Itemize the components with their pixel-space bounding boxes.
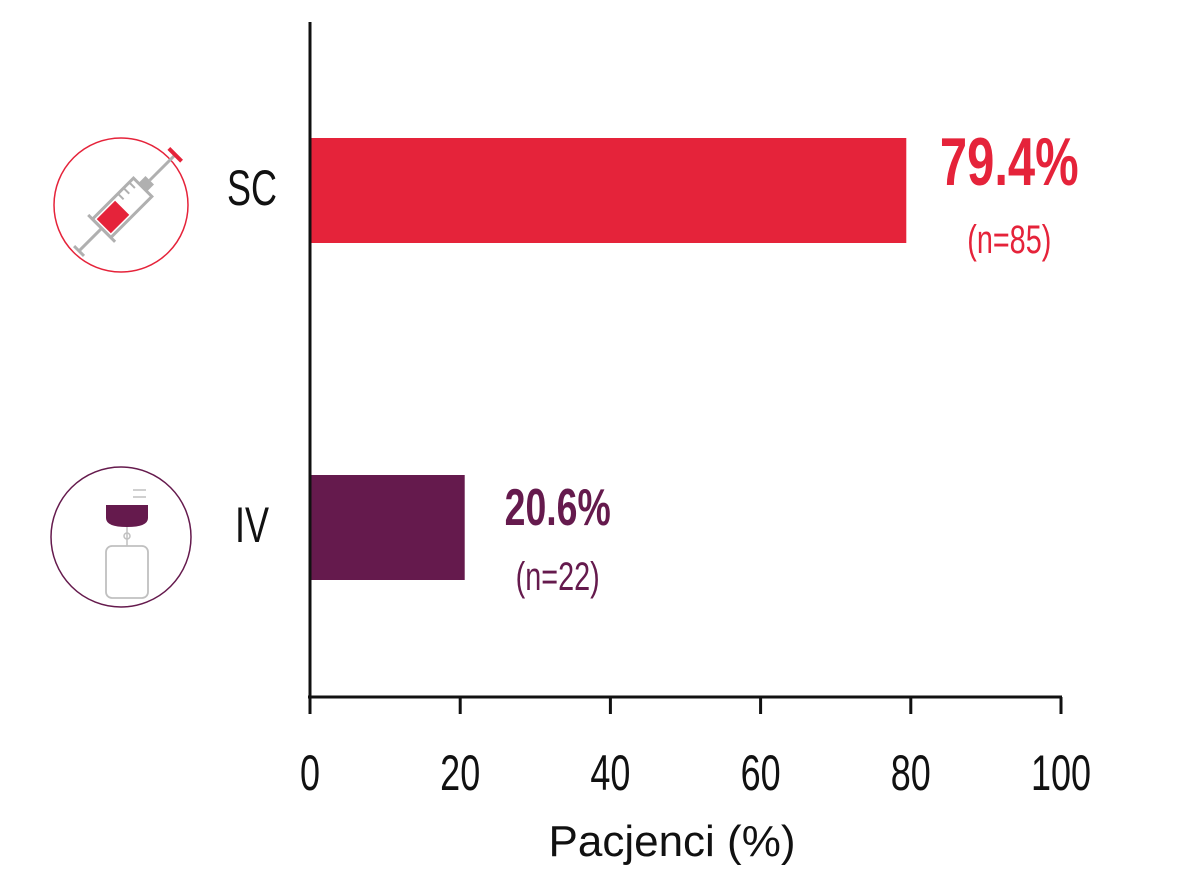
category-label-sc: SC [227, 161, 277, 216]
x-tick-label-40: 40 [590, 746, 630, 801]
value-label-iv: 20.6% [505, 478, 611, 537]
bar-iv [310, 475, 465, 580]
count-label-iv: (n=22) [516, 554, 600, 599]
bar-sc [310, 138, 907, 243]
syringe-icon [53, 137, 189, 273]
x-tick-label-20: 20 [440, 746, 480, 801]
value-label-sc: 79.4% [940, 123, 1079, 200]
category-label-iv: IV [235, 498, 269, 553]
x-axis-label: Pacjenci (%) [549, 817, 796, 866]
iv-bag-icon [50, 466, 192, 608]
count-label-sc: (n=85) [967, 217, 1051, 262]
x-tick-label-80: 80 [891, 746, 931, 801]
x-tick-label-60: 60 [741, 746, 781, 801]
x-tick-label-0: 0 [300, 746, 320, 801]
x-tick-label-100: 100 [1031, 746, 1091, 801]
x-axis-ticks: 0 20 40 60 80 100 [300, 697, 1091, 801]
